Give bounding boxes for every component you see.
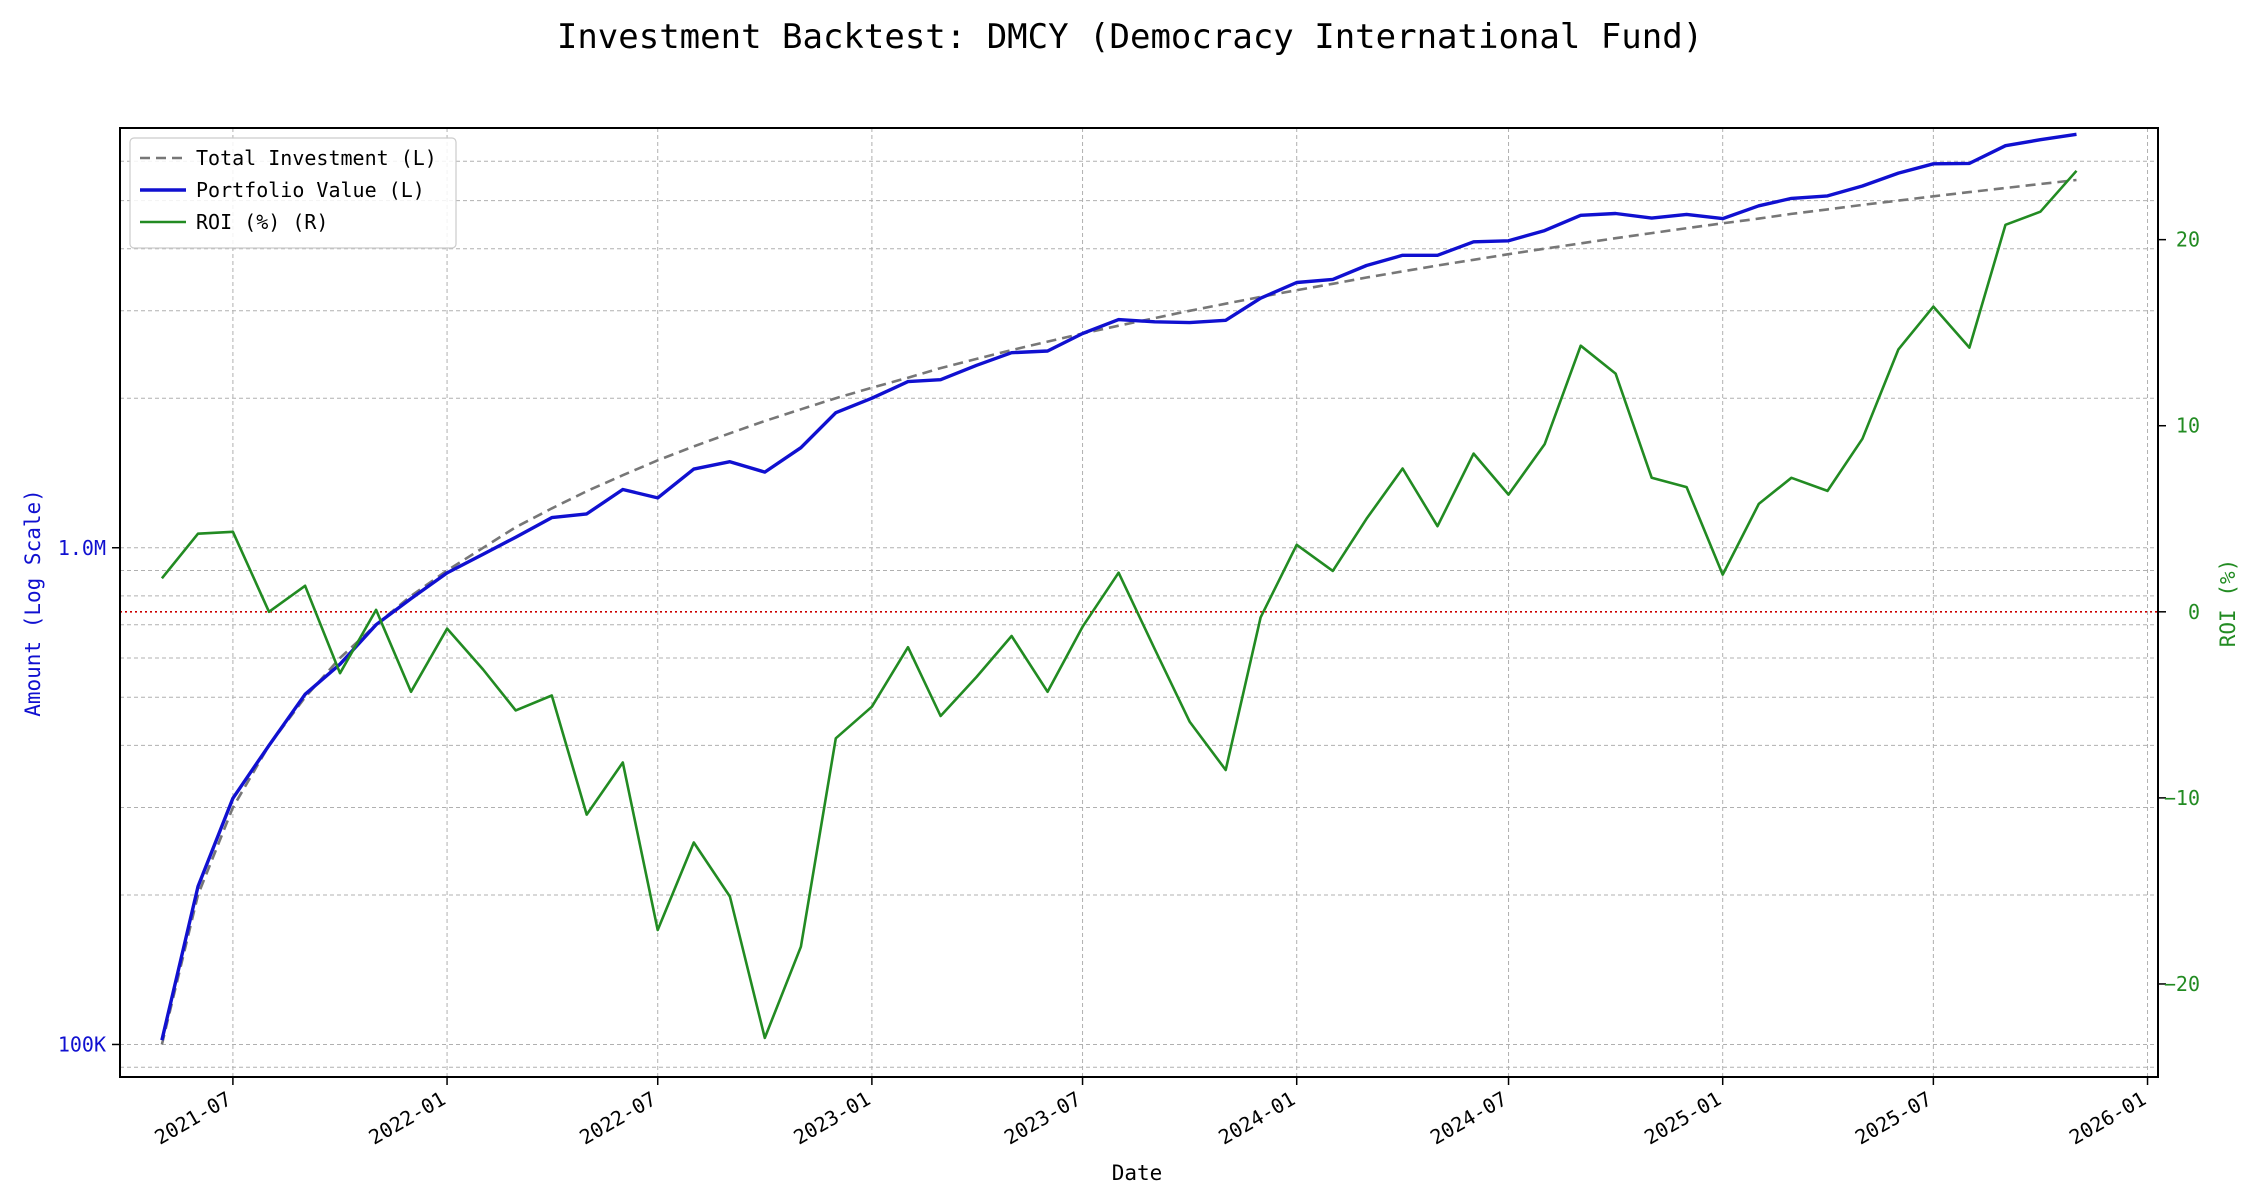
right-tick-label: −10 <box>2164 786 2200 810</box>
x-tick-label: 2025-07 <box>1851 1087 1936 1150</box>
x-tick-label: 2023-01 <box>789 1087 874 1150</box>
chart-title: Investment Backtest: DMCY (Democracy Int… <box>557 17 1703 57</box>
legend-box <box>129 137 457 249</box>
left-y-axis: 100K 1.0M <box>58 536 120 1056</box>
x-tick-label: 2023-07 <box>1000 1087 1085 1150</box>
legend: Total Investment (L) Portfolio Value (L) R… <box>129 137 457 249</box>
right-tick-label: −20 <box>2164 972 2200 996</box>
legend-label: Portfolio Value (L) <box>196 178 425 202</box>
x-tick-label: 2022-07 <box>575 1087 660 1150</box>
left-tick-label: 1.0M <box>58 536 106 560</box>
left-y-axis-label: Amount (Log Scale) <box>21 489 45 717</box>
left-tick-label: 100K <box>58 1032 106 1056</box>
series-layer <box>160 132 2078 1045</box>
right-tick-label: 20 <box>2176 228 2200 252</box>
series-line <box>160 169 2078 1040</box>
right-y-axis: −20 −10 0 10 20 <box>2158 228 2200 996</box>
x-tick-label: 2021-07 <box>150 1087 235 1150</box>
x-tick-label: 2026-01 <box>2065 1087 2150 1150</box>
series-line <box>160 132 2077 1041</box>
x-axis: 2021-07 2022-01 2022-07 2023-01 2023-07 2024-… <box>150 1077 2150 1149</box>
right-tick-label: 0 <box>2188 600 2200 624</box>
grid <box>120 127 2158 1077</box>
right-y-axis-label: ROI (%) <box>2216 559 2240 648</box>
right-tick-label: 10 <box>2176 414 2200 438</box>
x-tick-label: 2024-07 <box>1426 1087 1511 1150</box>
x-tick-label: 2024-01 <box>1214 1087 1299 1150</box>
x-axis-label: Date <box>1112 1161 1163 1185</box>
legend-label: Total Investment (L) <box>196 146 437 170</box>
plot-frame <box>119 127 2159 1078</box>
x-tick-label: 2022-01 <box>365 1087 450 1150</box>
legend-label: ROI (%) (R) <box>196 210 328 234</box>
series-line <box>160 178 2077 1045</box>
x-tick-label: 2025-01 <box>1640 1087 1725 1150</box>
